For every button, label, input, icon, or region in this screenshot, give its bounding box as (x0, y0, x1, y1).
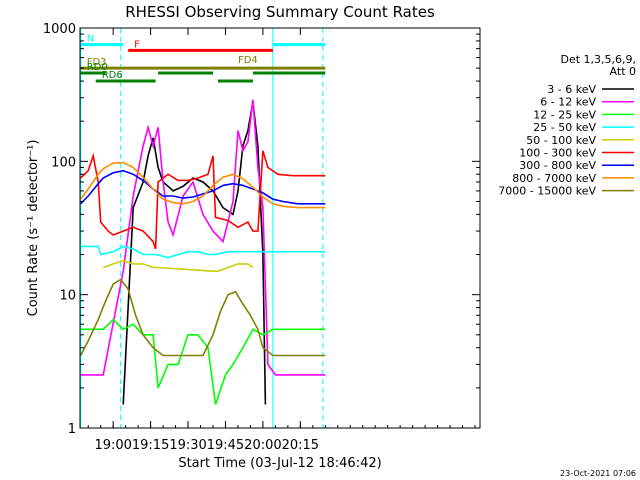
series-5 (80, 150, 326, 250)
legend-label-7: 800 - 7000 keV (512, 172, 596, 185)
x-tick-label-4: 20:00 (244, 438, 281, 453)
state-label-rd6: RD6 (102, 70, 123, 81)
state-label-fd3: FD3 (87, 57, 107, 68)
legend-label-8: 7000 - 15000 keV (498, 185, 596, 198)
legend-label-2: 12 - 25 keV (533, 108, 596, 121)
y-tick-label-3: 1000 (43, 22, 76, 37)
series-1 (80, 99, 326, 376)
series-2 (80, 318, 326, 405)
y-tick-label-2: 100 (51, 155, 76, 170)
series-7 (80, 161, 326, 209)
x-tick-label-5: 20:15 (282, 438, 319, 453)
y-tick-label-0: 1 (68, 422, 76, 437)
x-axis: 19:00 19:15 19:30 19:45 20:00 20:15 (87, 28, 476, 453)
x-axis-label: Start Time (03-Jul-12 18:46:42) (178, 456, 381, 471)
state-label-fd4: FD4 (238, 55, 258, 66)
x-tick-label-0: 19:00 (94, 438, 131, 453)
y-tick-label-1: 10 (59, 289, 76, 304)
state-label-n: N (87, 34, 94, 45)
x-tick-label-2: 19:30 (169, 438, 206, 453)
plot-frame (79, 27, 481, 429)
legend-header-1: Att 0 (610, 65, 636, 78)
series-6 (80, 169, 326, 205)
state-label-f: F (134, 39, 140, 50)
x-tick-label-3: 19:45 (207, 438, 244, 453)
legend-label-5: 100 - 300 keV (519, 147, 596, 160)
legend-header-0: Det 1,3,5,6,9, (560, 53, 636, 66)
legend-label-3: 25 - 50 keV (533, 121, 596, 134)
series-8 (79, 278, 326, 357)
series-4 (102, 259, 254, 272)
legend-label-1: 6 - 12 keV (540, 96, 596, 109)
state-label-rd0: RD0 (87, 62, 108, 73)
legend-label-6: 300 - 800 keV (519, 159, 596, 172)
y-axis-label: Count Rate (s⁻¹ detector⁻¹) (26, 140, 41, 317)
legend-label-4: 50 - 100 keV (526, 134, 596, 147)
series-3 (80, 245, 326, 259)
y-axis: 1 10 100 1000 (43, 22, 480, 437)
footer-date: 23-Oct-2021 07:06 (560, 469, 636, 478)
chart-title: RHESSI Observing Summary Count Rates (125, 3, 435, 21)
x-tick-label-1: 19:15 (132, 438, 169, 453)
legend-label-0: 3 - 6 keV (547, 83, 596, 96)
